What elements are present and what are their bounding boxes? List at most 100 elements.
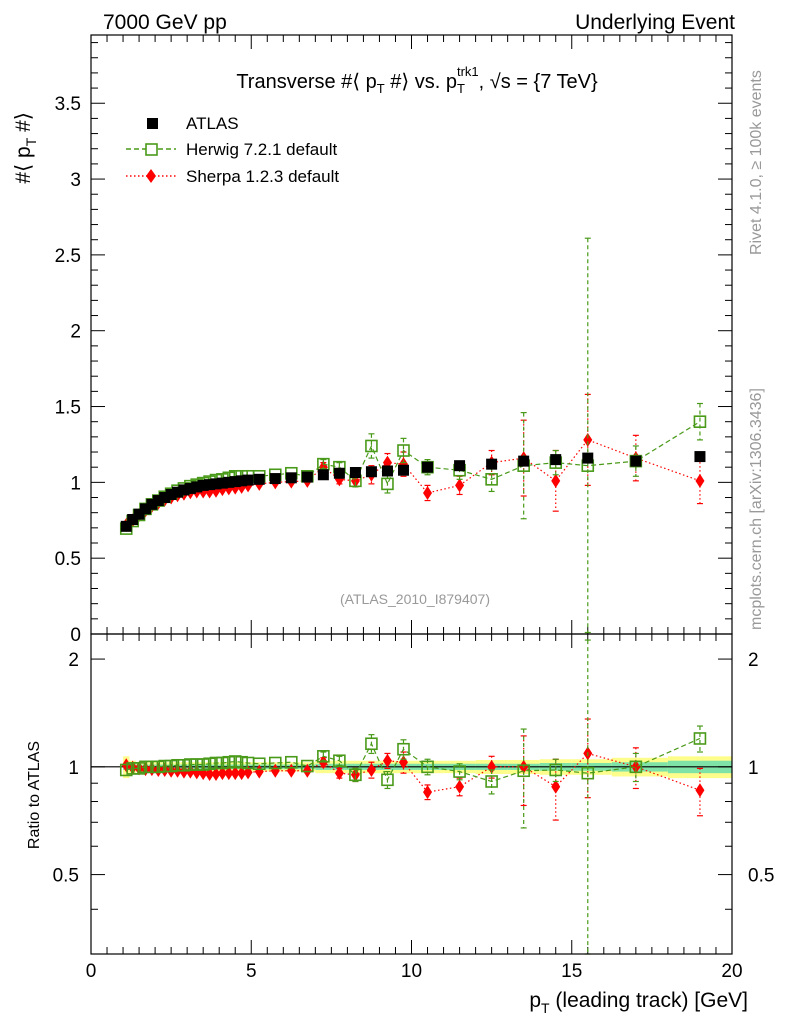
atlas-point	[486, 458, 498, 470]
ratio-sherpa-point	[254, 764, 264, 779]
herwig-point	[485, 473, 498, 486]
atlas-point	[550, 454, 562, 466]
atlas-point	[518, 455, 530, 467]
atlas-point	[454, 460, 466, 472]
ratio-xlabel: pT (leading track) [GeV]	[529, 989, 748, 1016]
ratio-herwig-point	[184, 758, 197, 771]
ratio-herwig-point	[365, 737, 378, 751]
atlas-point	[133, 508, 145, 520]
sherpa-point	[583, 432, 593, 447]
ratio-series-group	[119, 639, 707, 955]
atlas-point	[242, 474, 254, 486]
atlas-point	[349, 466, 361, 478]
ratio-herwig-point	[216, 756, 229, 770]
main-ylabel-tail: #⟩	[12, 112, 35, 138]
main-ytick-label: 2	[70, 322, 81, 343]
ratio-herwig-point	[317, 750, 330, 763]
herwig-point	[693, 415, 707, 428]
ratio-ytick-label: 0.5	[53, 866, 79, 887]
atlas-point	[229, 476, 241, 488]
atlas-point	[236, 475, 248, 487]
atlas-point	[210, 478, 222, 490]
rivet-label: Rivet 4.1.0, ≥ 100k events	[748, 70, 765, 255]
ratio-xtick-label: 15	[561, 961, 582, 982]
ratio-sherpa-point	[334, 766, 344, 781]
ratio-sherpa-point	[695, 783, 705, 798]
ratio-herwig-point	[235, 755, 248, 769]
atlas-point	[184, 482, 196, 494]
atlas-point	[630, 455, 642, 467]
legend-herwig: Herwig 7.2.1 default	[126, 140, 337, 159]
atlas-point	[223, 476, 235, 488]
atlas-point	[317, 469, 329, 481]
chart-title: Transverse #⟨ pT #⟩ vs. pTtrk1, √s = {7 …	[236, 64, 598, 96]
ratio-herwig-point	[581, 766, 595, 780]
ratio-xlabel-sub: T	[541, 1000, 550, 1016]
legend-sherpa-marker	[146, 169, 156, 183]
ratio-sherpa-point	[121, 758, 131, 773]
ratio-herwig-point	[349, 768, 362, 782]
ratio-xlabel-tail: (leading track) [GeV]	[550, 989, 748, 1012]
atlas-point	[365, 466, 377, 478]
ratio-herwig-point	[190, 758, 204, 771]
main-ytick-label: 1	[70, 473, 81, 494]
legend-atlas-label: ATLAS	[186, 114, 239, 133]
ratio-sherpa-point	[185, 764, 195, 779]
sherpa-point	[695, 473, 705, 488]
ratio-herwig-point	[203, 757, 216, 771]
herwig-point	[365, 439, 378, 453]
atlas-point	[127, 514, 139, 526]
ratio-herwig-point	[126, 762, 139, 775]
sherpa-point	[455, 478, 465, 493]
atlas-point	[139, 503, 151, 515]
atlas-point	[172, 486, 184, 498]
ratio-herwig-point	[177, 758, 191, 772]
ratio-herwig-point	[301, 759, 314, 773]
ratio-herwig-point	[228, 755, 242, 768]
ratio-sherpa-point	[237, 766, 247, 781]
atlas-point	[120, 520, 132, 532]
atlas-point	[204, 479, 216, 491]
legend-atlas: ATLAS	[147, 114, 239, 133]
ratio-ylabel: Ratio to ATLAS	[26, 741, 43, 849]
ratio-herwig-point	[152, 760, 165, 774]
ratio-xtick-label: 0	[86, 961, 97, 982]
main-ytick-label: 0	[70, 625, 81, 646]
ratio-ytick-label-right: 1	[748, 758, 759, 779]
main-ytick-label: 0.5	[55, 549, 81, 570]
ratio-sherpa-point	[230, 766, 240, 781]
ratio-herwig-point	[241, 756, 255, 770]
header-right: Underlying Event	[575, 11, 735, 34]
ratio-sherpa-point	[224, 766, 234, 781]
ratio-herwig-point	[119, 763, 133, 777]
ratio-herwig-point	[549, 763, 563, 777]
ratio-sherpa-point	[382, 753, 392, 768]
ratio-herwig-point	[158, 759, 172, 773]
chart-title-sub1: T	[377, 81, 385, 96]
ratio-herwig-point	[268, 756, 282, 770]
ratio-herwig-point	[333, 754, 346, 768]
ratio-ytick-label: 2	[68, 650, 79, 671]
atlas-point	[301, 471, 313, 483]
analysis-annotation: (ATLAS_2010_I879407)	[340, 591, 490, 607]
main-ylabel-sub: T	[23, 137, 39, 146]
chart-title-part2: #⟩ vs. p	[385, 71, 457, 93]
ratio-herwig-point	[485, 775, 498, 788]
atlas-point	[216, 477, 228, 489]
ratio-herwig-point	[252, 757, 266, 771]
header-left: 7000 GeV pp	[103, 11, 227, 34]
ratio-frame	[90, 633, 733, 955]
atlas-point	[694, 451, 706, 463]
ratio-herwig-point	[397, 742, 410, 756]
herwig-point	[381, 477, 394, 491]
main-ytick-label: 3.5	[55, 94, 81, 115]
chart-title-sup2: trk1	[457, 64, 479, 79]
ratio-tick-group: 0 5 10 15 20 0.5 0.5 1 1 2 2	[53, 634, 774, 982]
ratio-herwig-point	[196, 758, 210, 771]
ratio-herwig-point	[421, 760, 434, 774]
atlas-point	[397, 464, 409, 476]
sherpa-point	[423, 485, 433, 500]
ratio-herwig-point	[139, 760, 152, 774]
herwig-point	[397, 444, 410, 457]
chart-title-part1: Transverse #⟨ p	[236, 71, 376, 93]
